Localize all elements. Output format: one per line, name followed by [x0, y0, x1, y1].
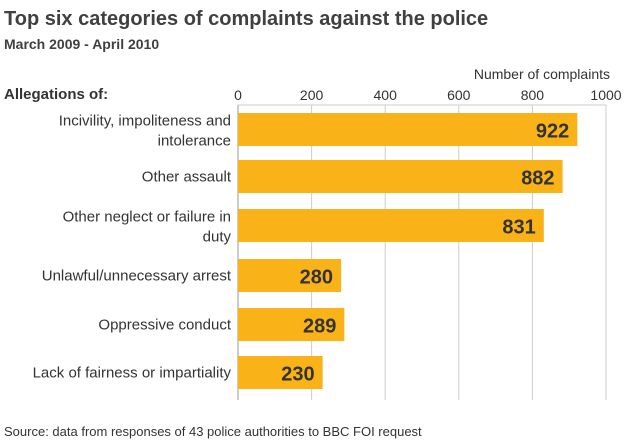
data-label: 230: [281, 364, 314, 386]
chart-subtitle: March 2009 - April 2010: [4, 36, 160, 52]
x-tick-label: 400: [374, 87, 398, 103]
data-label: 831: [502, 217, 535, 239]
category-label: Incivility, impoliteness and: [59, 113, 231, 130]
data-label: 289: [303, 316, 336, 338]
category-label: Other assault: [142, 169, 232, 186]
bar: [238, 209, 544, 242]
data-label: 922: [536, 121, 569, 143]
bar: [238, 113, 578, 146]
bar: [238, 356, 323, 389]
x-tick-label: 0: [234, 87, 242, 103]
category-label: Oppressive conduct: [98, 317, 231, 334]
category-label: Unlawful/unnecessary arrest: [42, 268, 232, 285]
category-label: Other neglect or failure in: [63, 209, 231, 226]
category-label: duty: [203, 229, 232, 246]
category-header: Allegations of:: [4, 86, 109, 103]
source-note: Source: data from responses of 43 police…: [4, 424, 422, 439]
x-tick-label: 1000: [590, 87, 621, 103]
bar: [238, 259, 342, 292]
x-axis-label: Number of complaints: [473, 66, 610, 82]
bar: [238, 160, 563, 193]
x-tick-label: 200: [300, 87, 324, 103]
category-label: intolerance: [158, 133, 231, 150]
bar: [238, 308, 345, 341]
x-tick-label: 600: [447, 87, 471, 103]
x-tick-label: 800: [521, 87, 545, 103]
data-label: 882: [521, 168, 554, 190]
category-label: Lack of fairness or impartiality: [33, 365, 232, 382]
chart-title: Top six categories of complaints against…: [4, 8, 489, 30]
data-label: 280: [300, 267, 333, 289]
